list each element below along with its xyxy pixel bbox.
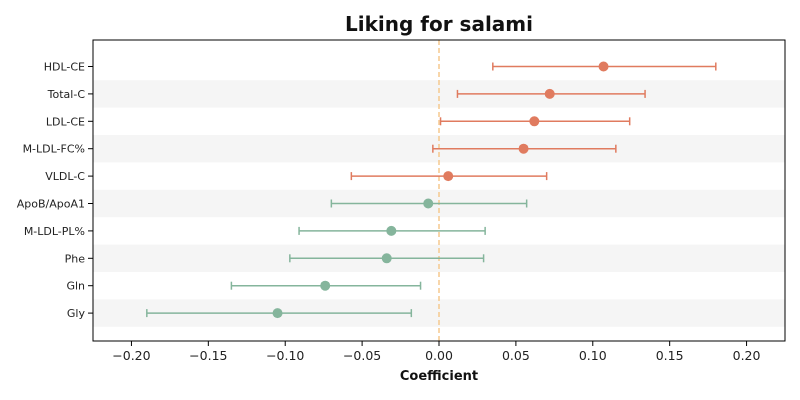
- y-tick-label: Total-C: [47, 88, 86, 101]
- estimate-point: [423, 198, 434, 209]
- y-axis-labels: HDL-CE Total-C LDL-CE M-LDL-FC% VLDL-C ApoB/A…: [17, 61, 93, 320]
- x-tick-label: 0.05: [502, 348, 530, 363]
- x-tick-label: 0.10: [579, 348, 607, 363]
- x-tick-label: −0.10: [266, 348, 304, 363]
- x-tick-label: 0.00: [425, 348, 453, 363]
- y-tick-label: Gln: [66, 280, 85, 293]
- y-tick-label: M-LDL-FC%: [23, 143, 85, 156]
- y-tick-label: ApoB/ApoA1: [17, 198, 85, 211]
- x-tick-label: 0.15: [656, 348, 684, 363]
- y-tick-label: VLDL-C: [45, 170, 85, 183]
- x-tick-label: 0.20: [733, 348, 761, 363]
- chart-title: Liking for salami: [345, 12, 533, 36]
- x-tick-label: −0.05: [343, 348, 381, 363]
- estimate-point: [386, 225, 397, 236]
- estimate-point: [598, 61, 609, 72]
- estimate-point: [320, 280, 331, 291]
- x-axis-label: Coefficient: [400, 369, 478, 384]
- y-tick-label: M-LDL-PL%: [24, 225, 85, 238]
- x-tick-label: −0.20: [112, 348, 150, 363]
- x-tick-label: −0.15: [189, 348, 227, 363]
- estimate-point: [544, 88, 555, 99]
- x-axis-ticks: −0.20 −0.15 −0.10 −0.05 0.00 0.05 0.10 0.15 0.20: [112, 341, 761, 363]
- y-tick-label: Gly: [67, 307, 86, 320]
- y-tick-label: Phe: [65, 252, 86, 265]
- estimate-point: [272, 308, 283, 319]
- y-tick-label: LDL-CE: [46, 115, 85, 128]
- y-tick-label: HDL-CE: [44, 61, 85, 74]
- estimate-point: [529, 116, 540, 127]
- estimate-marks: [146, 61, 717, 319]
- estimate-point: [518, 143, 529, 154]
- estimate-point: [443, 171, 454, 182]
- estimate-point: [381, 253, 392, 264]
